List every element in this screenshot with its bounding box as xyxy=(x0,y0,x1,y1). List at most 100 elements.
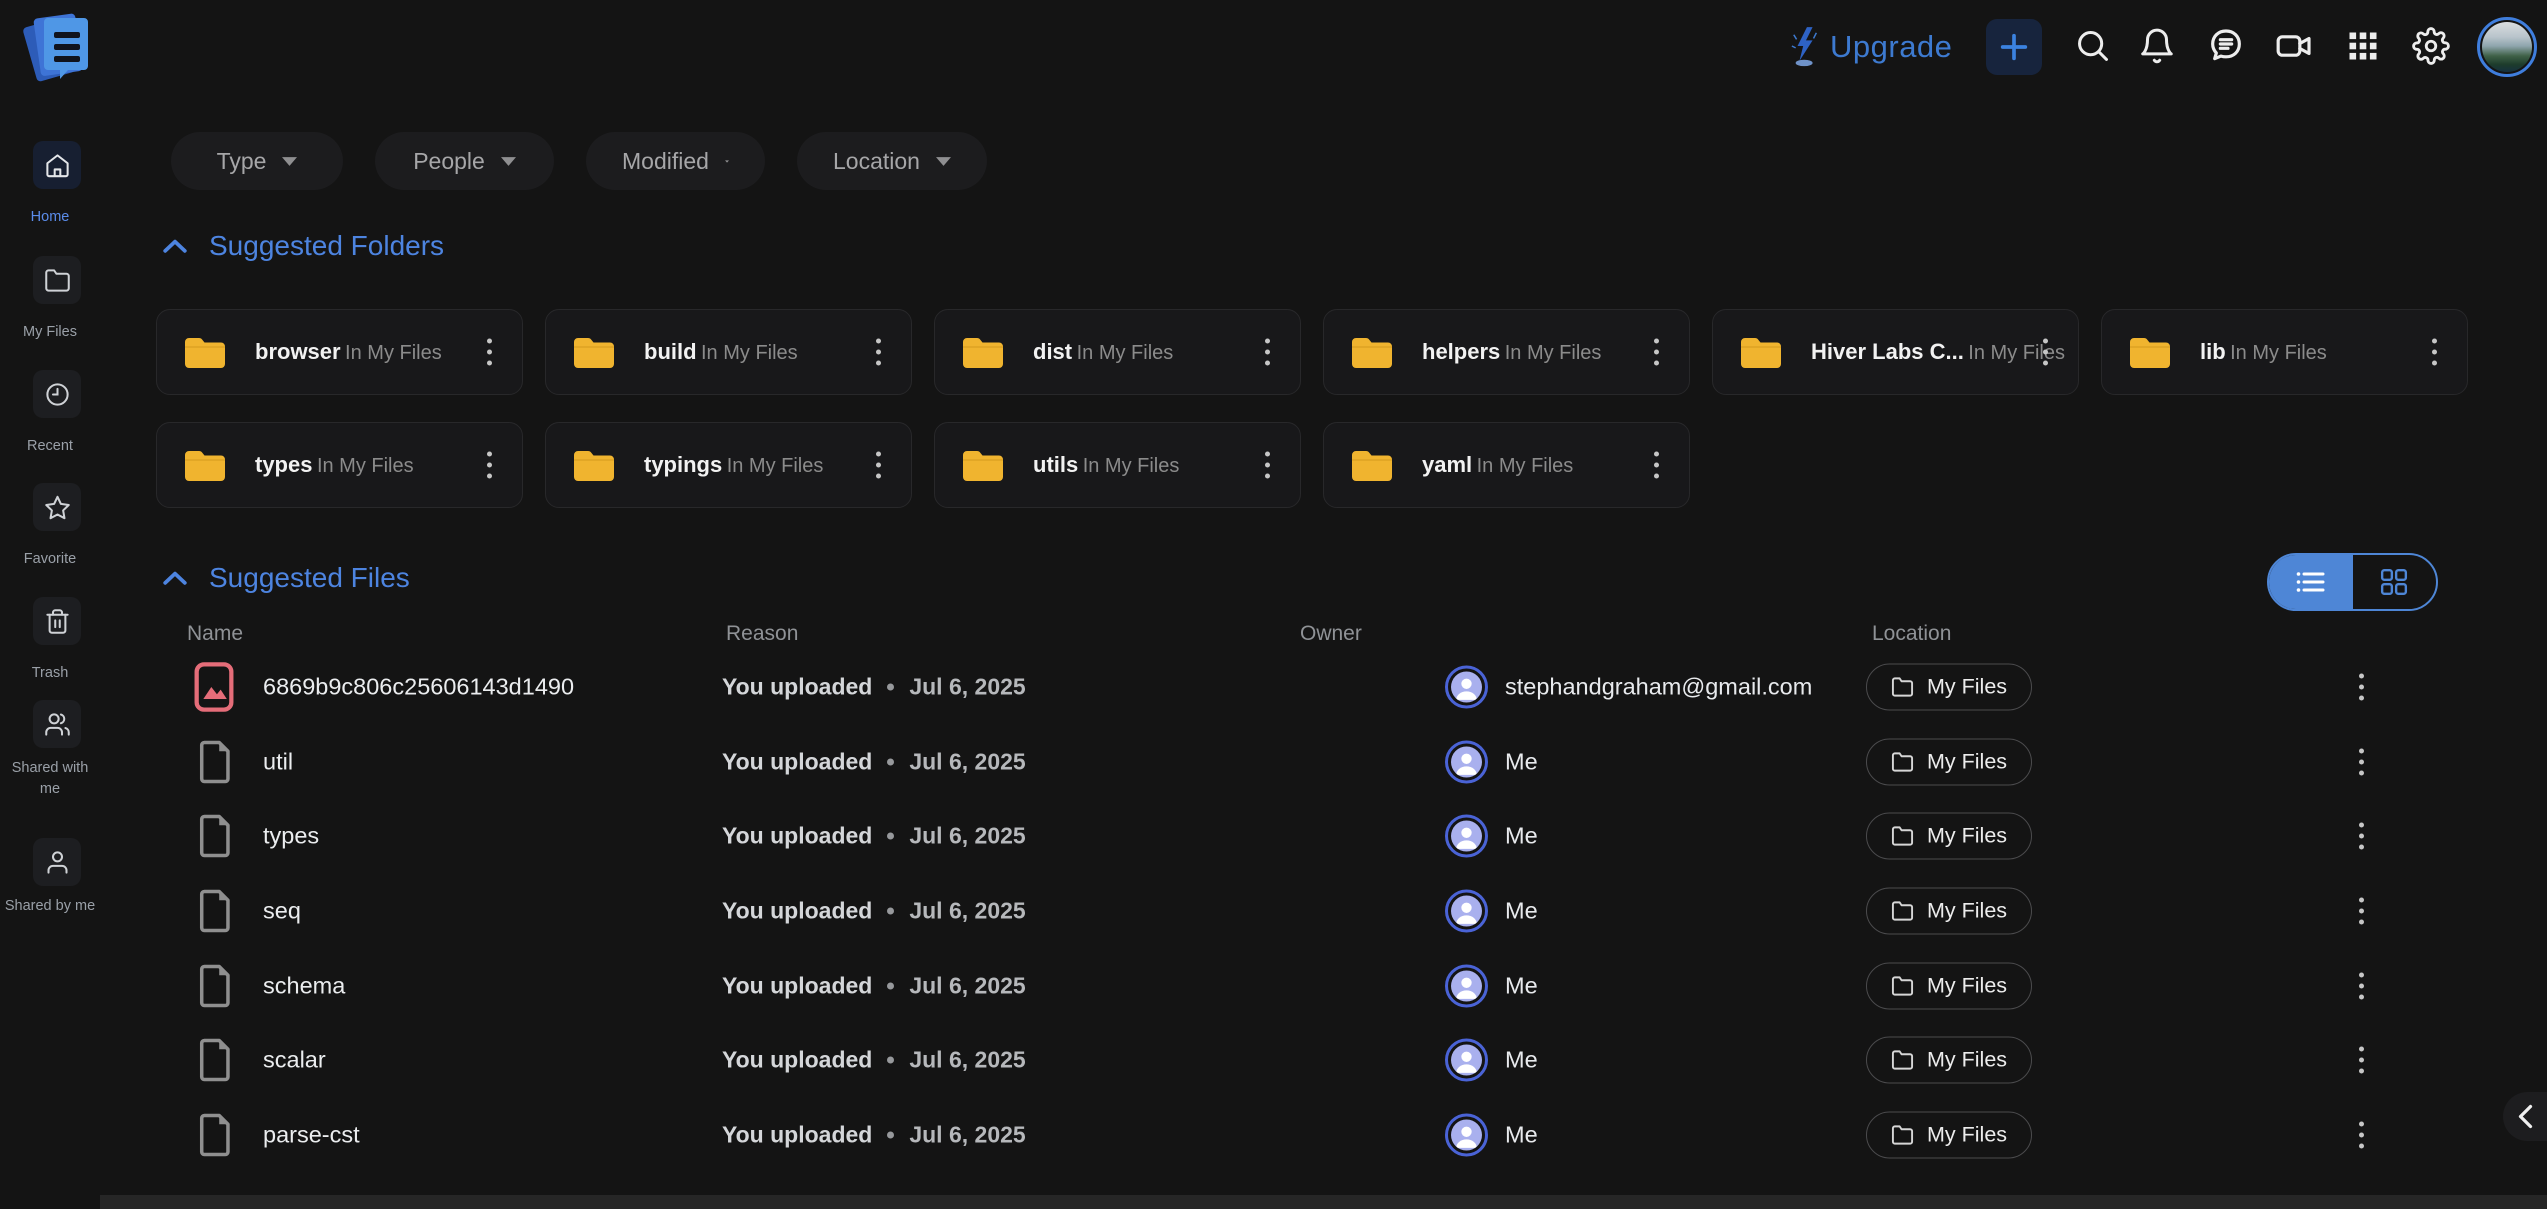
folder-name: yaml xyxy=(1422,452,1472,477)
file-name: parse-cst xyxy=(263,1121,360,1148)
bullet-separator xyxy=(887,758,894,765)
location-chip[interactable]: My Files xyxy=(1866,962,2032,1009)
app-logo[interactable] xyxy=(18,6,98,88)
folder-card[interactable]: yaml In My Files xyxy=(1323,422,1690,508)
chat-button[interactable] xyxy=(2194,14,2258,78)
notifications-button[interactable] xyxy=(2125,14,2189,78)
folder-outline-icon xyxy=(1891,1049,1914,1072)
suggested-folders-title: Suggested Folders xyxy=(209,230,444,262)
filter-pill[interactable]: People xyxy=(375,132,554,190)
folder-name: Hiver Labs C... xyxy=(1811,339,1964,364)
bullet-separator xyxy=(887,1131,894,1138)
location-chip[interactable]: My Files xyxy=(1866,1111,2032,1158)
folder-icon xyxy=(961,447,1005,483)
location-label: My Files xyxy=(1927,1122,2007,1147)
kebab-menu-icon[interactable] xyxy=(2359,1047,2410,1074)
settings-button[interactable] xyxy=(2399,14,2463,78)
file-row[interactable]: 6869b9c806c25606143d1490 You uploaded Ju… xyxy=(150,650,2440,725)
kebab-menu-icon[interactable] xyxy=(1654,452,1659,479)
file-date: Jul 6, 2025 xyxy=(909,1121,1025,1148)
location-chip[interactable]: My Files xyxy=(1866,813,2032,860)
filter-bar: Type People Modified Location xyxy=(171,132,987,190)
file-name: types xyxy=(263,823,319,850)
file-date: Jul 6, 2025 xyxy=(909,972,1025,999)
file-row[interactable]: types You uploaded Jul 6, 2025 Me My Fil… xyxy=(150,799,2440,874)
folder-location: In My Files xyxy=(701,342,798,364)
meet-button[interactable] xyxy=(2262,14,2326,78)
sidebar-item-favorite[interactable]: Favorite xyxy=(0,483,100,573)
folder-card[interactable]: Hiver Labs C... In My Files xyxy=(1712,309,2079,395)
folder-card[interactable]: helpers In My Files xyxy=(1323,309,1690,395)
search-button[interactable] xyxy=(2061,14,2125,78)
kebab-menu-icon[interactable] xyxy=(1265,452,1270,479)
location-chip[interactable]: My Files xyxy=(1866,888,2032,935)
apps-button[interactable] xyxy=(2331,14,2395,78)
sidebar-item-trash[interactable]: Trash xyxy=(0,597,100,687)
sidebar-item-home[interactable]: Home xyxy=(0,141,100,231)
kebab-menu-icon[interactable] xyxy=(2359,748,2410,775)
kebab-menu-icon[interactable] xyxy=(2359,674,2410,701)
location-label: My Files xyxy=(1927,675,2007,700)
collapse-panel-button[interactable] xyxy=(2503,1092,2547,1141)
profile-avatar[interactable] xyxy=(2477,17,2537,77)
kebab-menu-icon[interactable] xyxy=(487,452,492,479)
folder-location: In My Files xyxy=(1505,342,1602,364)
filter-pill[interactable]: Type xyxy=(171,132,343,190)
new-item-button[interactable] xyxy=(1986,19,2042,75)
kebab-menu-icon[interactable] xyxy=(487,339,492,366)
folder-card[interactable]: dist In My Files xyxy=(934,309,1301,395)
folder-card[interactable]: build In My Files xyxy=(545,309,912,395)
kebab-menu-icon[interactable] xyxy=(2043,339,2048,366)
location-chip[interactable]: My Files xyxy=(1866,738,2032,785)
location-chip[interactable]: My Files xyxy=(1866,664,2032,711)
bullet-separator xyxy=(887,1057,894,1064)
list-view-button[interactable] xyxy=(2269,555,2353,609)
owner-name: Me xyxy=(1505,823,1538,850)
sidebar-item-my-files[interactable]: My Files xyxy=(0,256,100,346)
document-file-icon xyxy=(197,814,232,858)
owner-name: stephandgraham@gmail.com xyxy=(1505,674,1812,701)
sidebar-item-shared-by-me[interactable]: Shared by me xyxy=(0,838,100,950)
filter-pill[interactable]: Location xyxy=(797,132,987,190)
filter-pill[interactable]: Modified xyxy=(586,132,765,190)
person-icon xyxy=(1451,1045,1482,1076)
file-reason: You uploaded xyxy=(722,898,872,925)
folder-icon xyxy=(1350,447,1394,483)
location-chip[interactable]: My Files xyxy=(1866,1037,2032,1084)
folder-card[interactable]: utils In My Files xyxy=(934,422,1301,508)
folder-card[interactable]: lib In My Files xyxy=(2101,309,2468,395)
file-row[interactable]: seq You uploaded Jul 6, 2025 Me My Files xyxy=(150,874,2440,949)
kebab-menu-icon[interactable] xyxy=(2359,823,2410,850)
kebab-menu-icon[interactable] xyxy=(1265,339,1270,366)
kebab-menu-icon[interactable] xyxy=(2359,1121,2410,1148)
file-reason: You uploaded xyxy=(722,748,872,775)
folder-card[interactable]: typings In My Files xyxy=(545,422,912,508)
folder-outline-icon xyxy=(1891,750,1914,773)
sidebar-item-shared-with-me[interactable]: Shared with me xyxy=(0,700,100,812)
person-icon xyxy=(1451,672,1482,703)
plus-icon xyxy=(1997,30,2031,64)
filter-label: Type xyxy=(217,148,267,175)
file-row[interactable]: util You uploaded Jul 6, 2025 Me My File… xyxy=(150,725,2440,800)
kebab-menu-icon[interactable] xyxy=(2359,972,2410,999)
file-row[interactable]: scalar You uploaded Jul 6, 2025 Me My Fi… xyxy=(150,1023,2440,1098)
sidebar-item-recent[interactable]: Recent xyxy=(0,370,100,460)
file-row[interactable]: schema You uploaded Jul 6, 2025 Me My Fi… xyxy=(150,948,2440,1023)
suggested-files-toggle[interactable]: Suggested Files xyxy=(163,562,410,594)
folder-icon xyxy=(961,334,1005,370)
file-row[interactable]: parse-cst You uploaded Jul 6, 2025 Me My… xyxy=(150,1098,2440,1173)
grid-view-button[interactable] xyxy=(2353,555,2437,609)
folder-name: browser xyxy=(255,339,341,364)
folder-card[interactable]: types In My Files xyxy=(156,422,523,508)
kebab-menu-icon[interactable] xyxy=(2432,339,2437,366)
kebab-menu-icon[interactable] xyxy=(1654,339,1659,366)
folder-name: utils xyxy=(1033,452,1078,477)
column-reason: Reason xyxy=(726,622,798,646)
kebab-menu-icon[interactable] xyxy=(876,452,881,479)
kebab-menu-icon[interactable] xyxy=(2359,898,2410,925)
files-table-header: Name Reason Owner Location xyxy=(150,622,2440,652)
folder-card[interactable]: browser In My Files xyxy=(156,309,523,395)
upgrade-button[interactable]: Upgrade xyxy=(1790,22,1952,72)
suggested-folders-toggle[interactable]: Suggested Folders xyxy=(163,230,444,262)
kebab-menu-icon[interactable] xyxy=(876,339,881,366)
